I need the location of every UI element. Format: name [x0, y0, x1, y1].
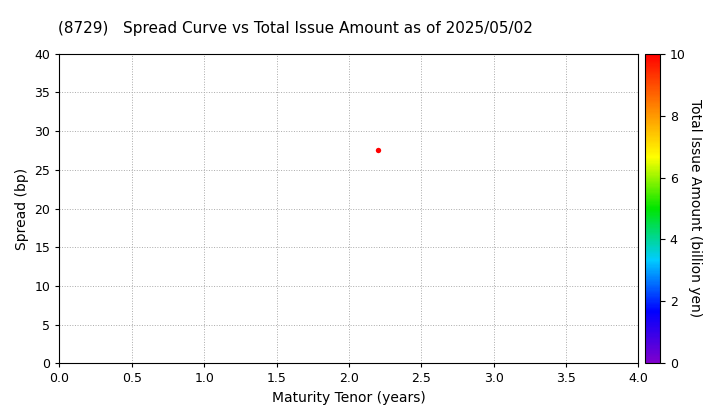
Point	[372, 147, 384, 154]
Text: (8729)   Spread Curve vs Total Issue Amount as of 2025/05/02: (8729) Spread Curve vs Total Issue Amoun…	[58, 21, 533, 36]
X-axis label: Maturity Tenor (years): Maturity Tenor (years)	[272, 391, 426, 405]
Y-axis label: Total Issue Amount (billion yen): Total Issue Amount (billion yen)	[688, 100, 702, 318]
Y-axis label: Spread (bp): Spread (bp)	[15, 168, 29, 249]
